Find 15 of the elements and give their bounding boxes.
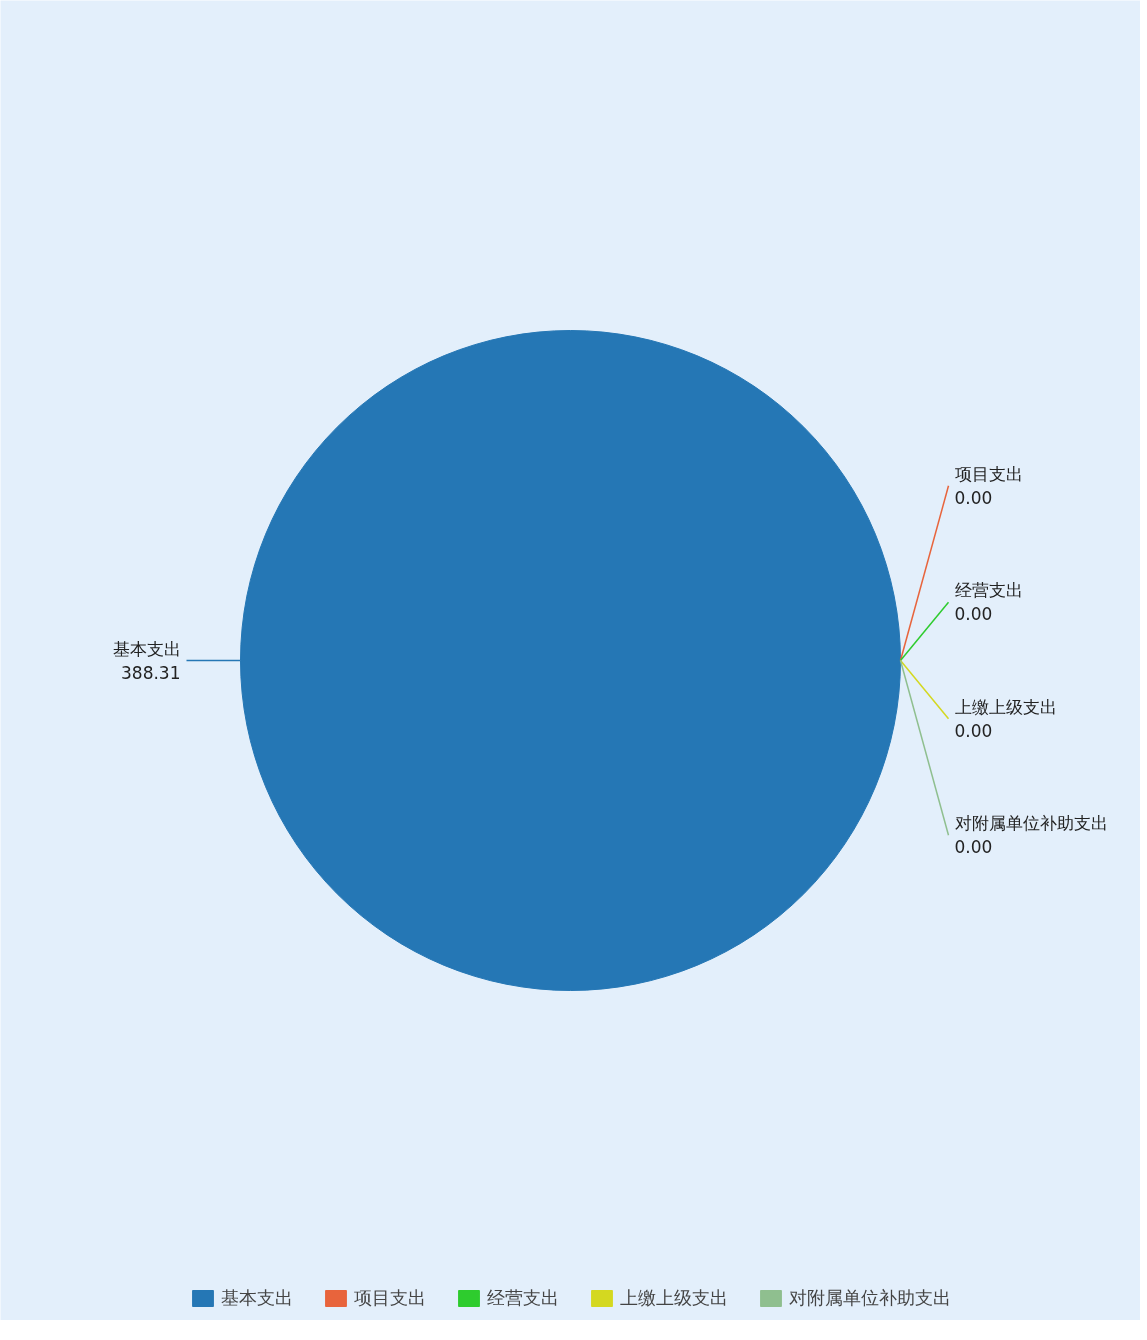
legend-label: 基本支出 — [220, 1286, 293, 1310]
legend-label: 对附属单位补助支出 — [788, 1286, 951, 1310]
category-label: 项目支出 — [954, 463, 1023, 484]
text: 0.00 — [954, 837, 993, 858]
legend-label: 经营支出 — [486, 1286, 559, 1310]
text: 0.00 — [954, 720, 993, 741]
slice-label: 基本支出 — [112, 638, 181, 659]
data-label: 388.31 — [121, 662, 181, 683]
legend-label: 项目支出 — [353, 1286, 426, 1310]
category-label: 经营支出 — [954, 580, 1023, 601]
text: 0.00 — [954, 604, 993, 625]
legend-label: 上缴上级支出 — [619, 1286, 728, 1310]
category-label: 上缴上级支出 — [954, 696, 1057, 717]
category-label: 对附属单位补助支出 — [954, 813, 1108, 834]
text: 0.00 — [954, 487, 993, 508]
